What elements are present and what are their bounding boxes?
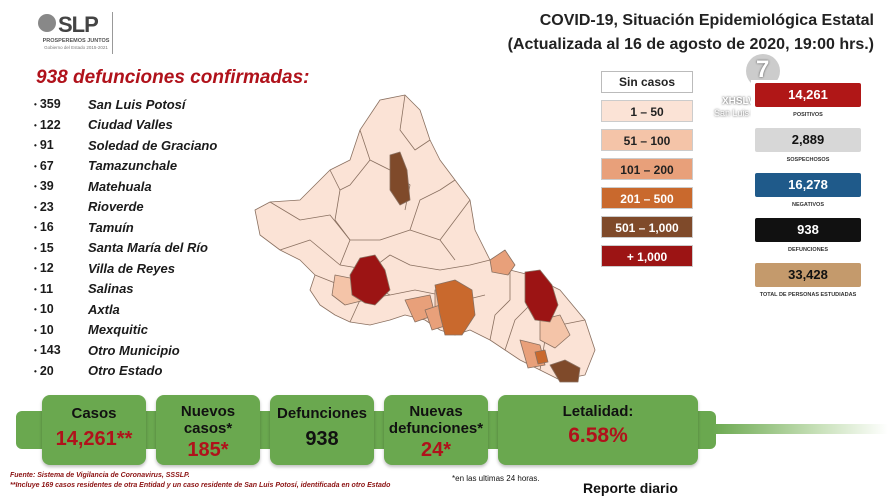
summary-band: Casos 14,261** Nuevos casos* 185* Defunc… xyxy=(0,395,888,465)
channel-number-icon: 7 xyxy=(756,56,770,83)
legend-item: + 1,000 xyxy=(601,245,693,267)
municipality-name: Tamazunchale xyxy=(88,158,178,174)
death-count: 122 xyxy=(30,118,88,132)
municipality-name: Santa María del Río xyxy=(88,240,208,256)
stat-value: 33,428 xyxy=(755,263,861,287)
death-count: 67 xyxy=(30,159,88,173)
municipality-name: Otro Estado xyxy=(88,363,163,379)
stat-value: 16,278 xyxy=(755,173,861,197)
death-count: 359 xyxy=(30,97,88,111)
death-count: 15 xyxy=(30,241,88,255)
death-count: 143 xyxy=(30,343,88,357)
municipality-name: Otro Municipio xyxy=(88,342,180,358)
municipality-name: Mexquitic xyxy=(88,322,148,338)
stats-panel: 14,261 POSITIVOS 2,889 SOSPECHOSOS 16,278 NEG… xyxy=(751,80,865,308)
summary-card-deaths: Defunciones 938 xyxy=(270,395,374,465)
municipality-name: San Luis Potosí xyxy=(88,96,186,112)
municipality-name: Axtla xyxy=(88,301,120,317)
footnote: *en las ultimas 24 horas. xyxy=(452,474,540,483)
report-label: Reporte diario xyxy=(583,480,678,496)
legend-item: 101 – 200 xyxy=(601,158,693,180)
municipality-name: Villa de Reyes xyxy=(88,260,175,276)
logo-emblem-icon xyxy=(38,14,56,32)
summary-value: 185* xyxy=(187,439,229,461)
municipality-name: Matehuala xyxy=(88,178,152,194)
death-count: 10 xyxy=(30,323,88,337)
summary-card-new-deaths: Nuevas defunciones* 24* xyxy=(384,395,488,465)
stat-value: 14,261 xyxy=(755,83,861,107)
stat-value: 938 xyxy=(755,218,861,242)
death-count: 11 xyxy=(30,282,88,296)
state-map xyxy=(254,94,596,383)
death-count: 10 xyxy=(30,302,88,316)
legend-item: 201 – 500 xyxy=(601,187,693,209)
page-subtitle: (Actualizada al 16 de agosto de 2020, 19… xyxy=(507,36,874,53)
logo-subtitle: PROSPEREMOS JUNTOS xyxy=(42,38,110,44)
summary-label: Nuevas defunciones* xyxy=(388,403,484,437)
municipality-name: Soledad de Graciano xyxy=(88,137,218,153)
stat-label: TOTAL DE PERSONAS ESTUDIADAS xyxy=(759,292,857,298)
legend-item: 1 – 50 xyxy=(601,100,693,122)
death-count: 16 xyxy=(30,220,88,234)
legend-item: 501 – 1,000 xyxy=(601,216,693,238)
footer-note: **Incluye 169 casos residentes de otra E… xyxy=(10,482,391,489)
stat-label: NEGATIVOS xyxy=(792,202,824,208)
stat-label: SOSPECHOSOS xyxy=(786,157,830,163)
watermark-subtext: San Luis Potosí xyxy=(714,108,778,118)
logo-subtitle-2: Gobierno del Estado 2015-2021 xyxy=(44,45,108,50)
stat-label: DEFUNCIONES xyxy=(787,247,829,253)
death-count: 20 xyxy=(30,364,88,378)
stat-value: 2,889 xyxy=(755,128,861,152)
summary-label: Nuevos casos* xyxy=(180,403,236,437)
deaths-title: 938 defunciones confirmadas: xyxy=(36,67,310,88)
decorative-divider xyxy=(712,424,888,434)
death-count: 39 xyxy=(30,179,88,193)
death-count: 23 xyxy=(30,200,88,214)
logo-divider xyxy=(112,12,113,54)
summary-label: Casos xyxy=(71,405,117,422)
logo-text: SLP xyxy=(58,12,99,37)
summary-value: 14,261** xyxy=(55,428,133,450)
summary-value: 938 xyxy=(305,428,339,450)
legend-header: Sin casos xyxy=(601,71,693,93)
municipality-name: Salinas xyxy=(88,281,134,297)
stat-label: POSITIVOS xyxy=(793,112,823,118)
page-title: COVID-19, Situación Epidemiológica Estat… xyxy=(539,12,874,29)
summary-card-new-cases: Nuevos casos* 185* xyxy=(156,395,260,465)
summary-value: 24* xyxy=(420,439,452,461)
municipality-name: Ciudad Valles xyxy=(88,117,173,133)
municipality-name: Rioverde xyxy=(88,199,144,215)
municipality-name: Tamuín xyxy=(88,219,134,235)
summary-value: 6.58% xyxy=(568,424,628,447)
summary-label: Letalidad: xyxy=(562,403,634,420)
footer-source: Fuente: Sistema de Vigilancia de Coronav… xyxy=(10,472,190,479)
death-count: 91 xyxy=(30,138,88,152)
legend-item: 51 – 100 xyxy=(601,129,693,151)
summary-card-lethality: Letalidad: 6.58% xyxy=(498,395,698,465)
summary-label: Defunciones xyxy=(276,405,367,422)
death-count: 12 xyxy=(30,261,88,275)
summary-card-cases: Casos 14,261** xyxy=(42,395,146,465)
